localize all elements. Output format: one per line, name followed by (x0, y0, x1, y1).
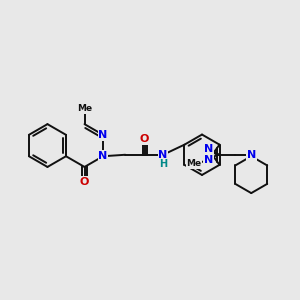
Text: N: N (203, 144, 213, 154)
Text: N: N (247, 150, 256, 160)
Text: Me: Me (186, 160, 201, 169)
Text: Me: Me (77, 104, 92, 113)
Text: O: O (80, 177, 89, 187)
Text: N: N (98, 151, 108, 161)
Text: H: H (159, 159, 167, 169)
Text: N: N (98, 130, 108, 140)
Text: O: O (140, 134, 149, 144)
Text: N: N (203, 155, 213, 165)
Text: N: N (158, 150, 168, 160)
